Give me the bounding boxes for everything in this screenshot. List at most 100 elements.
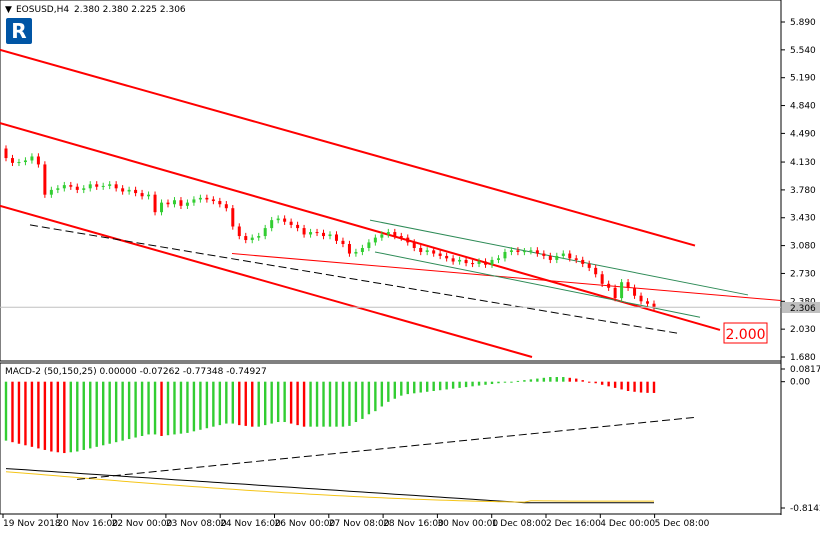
- macd-bar: [426, 381, 429, 392]
- macd-bar: [445, 381, 448, 390]
- candle-body: [451, 258, 455, 262]
- candle-body: [75, 186, 79, 190]
- candle-body: [477, 261, 481, 264]
- time-tick-label: 27 Nov 08:00: [329, 519, 390, 529]
- candle-body: [529, 250, 533, 252]
- macd-bar: [458, 381, 461, 388]
- time-tick-label: 19 Nov 2018: [3, 519, 61, 529]
- candle-body: [412, 242, 416, 248]
- macd-bar: [315, 381, 319, 427]
- price-tick-label: 5.540: [790, 46, 816, 56]
- macd-bar: [76, 381, 79, 452]
- candle-body: [4, 148, 8, 159]
- candle-body: [166, 202, 170, 205]
- macd-bar: [30, 381, 34, 447]
- macd-bar: [562, 377, 565, 382]
- macd-bar: [588, 381, 591, 383]
- candle-body: [652, 303, 656, 308]
- inner-channel-lower: [374, 251, 701, 318]
- candle-body: [516, 250, 520, 252]
- price-tick-label: 2.730: [790, 269, 816, 279]
- macd-bar: [231, 381, 234, 424]
- macd-bar: [121, 381, 124, 441]
- macd-bar: [89, 381, 92, 449]
- candle-body: [425, 250, 429, 252]
- macd-bar: [626, 381, 630, 391]
- logo-letter: R: [11, 19, 26, 43]
- macd-bar: [205, 381, 209, 429]
- macd-bar: [348, 381, 351, 426]
- macd-bar: [212, 381, 215, 427]
- candle-body: [613, 287, 617, 299]
- time-tick-label: 23 Nov 08:00: [166, 519, 227, 529]
- macd-bar: [497, 381, 500, 384]
- macd-bar: [549, 377, 552, 382]
- candle-body: [257, 236, 261, 238]
- macd-bar: [633, 381, 636, 392]
- candle-body: [62, 185, 66, 189]
- macd-bar: [503, 381, 507, 383]
- thin-red-line: [231, 253, 782, 302]
- indicator-label: MACD-2 (50,150,25) 0.00000 -0.07262 -0.7…: [5, 367, 267, 377]
- macd-bar: [477, 381, 481, 386]
- candle-body: [43, 164, 47, 195]
- time-tick-label: 5 Dec 08:00: [655, 519, 710, 529]
- price-tick-label: 2.030: [790, 325, 816, 335]
- macd-bar: [510, 381, 513, 383]
- candle-body: [322, 232, 326, 237]
- candle-body: [296, 224, 300, 229]
- macd-bar: [438, 381, 442, 391]
- candle-body: [555, 255, 559, 260]
- candle-body: [69, 185, 73, 187]
- macd-bar: [108, 381, 111, 444]
- macd-bar: [283, 381, 286, 423]
- macd-bar: [568, 377, 571, 382]
- candle-body: [205, 197, 209, 200]
- macd-bar: [613, 381, 617, 388]
- macd-bar: [82, 381, 85, 450]
- candle-body: [496, 258, 500, 260]
- candle-body: [140, 193, 144, 197]
- candle-body: [574, 258, 578, 260]
- candle-body: [445, 255, 449, 259]
- macd-bar: [361, 381, 364, 419]
- macd-bar: [270, 381, 273, 424]
- macd-histogram: [4, 377, 656, 454]
- price-tick-label: 3.430: [790, 214, 816, 224]
- macd-bar: [555, 377, 558, 382]
- macd-bar: [134, 381, 137, 438]
- macd-ticks: 0.08177 0.00 -0.81421: [781, 365, 820, 514]
- price-tick-label: 3.080: [790, 242, 816, 252]
- price-level-box: [723, 322, 768, 344]
- macd-bar: [102, 381, 105, 446]
- candle-body: [49, 189, 53, 195]
- channel-middle-line: [0, 122, 721, 331]
- macd-bar: [594, 381, 597, 384]
- macd-bar: [218, 381, 222, 426]
- candle-body: [367, 242, 371, 248]
- time-tick-label: 22 Nov 00:00: [112, 519, 173, 529]
- price-tick-label: 3.780: [790, 186, 816, 196]
- candle-body: [438, 253, 442, 256]
- candle-body: [503, 251, 507, 259]
- channel-lower-line: [0, 204, 533, 358]
- current-price-value: 2.306: [790, 304, 816, 314]
- macd-bar: [95, 381, 98, 447]
- macd-bar: [251, 381, 254, 427]
- candle-body: [263, 228, 267, 237]
- time-tick-label: 20 Nov 16:00: [57, 519, 118, 529]
- macd-bar: [24, 381, 27, 446]
- candle-body: [406, 237, 410, 243]
- candle-body: [568, 253, 572, 259]
- macd-bar: [464, 381, 468, 388]
- dropdown-triangle-icon[interactable]: ▼: [5, 5, 12, 15]
- macd-bar: [69, 381, 72, 453]
- macd-bar: [199, 381, 202, 430]
- price-level-label: 2.000: [725, 327, 765, 343]
- current-price-tag: [782, 302, 820, 313]
- price-tick-label: 1.680: [790, 353, 816, 363]
- macd-bar: [341, 381, 345, 427]
- candle-body: [114, 184, 118, 189]
- macd-bar: [536, 378, 539, 382]
- inner-channel-upper: [369, 219, 749, 296]
